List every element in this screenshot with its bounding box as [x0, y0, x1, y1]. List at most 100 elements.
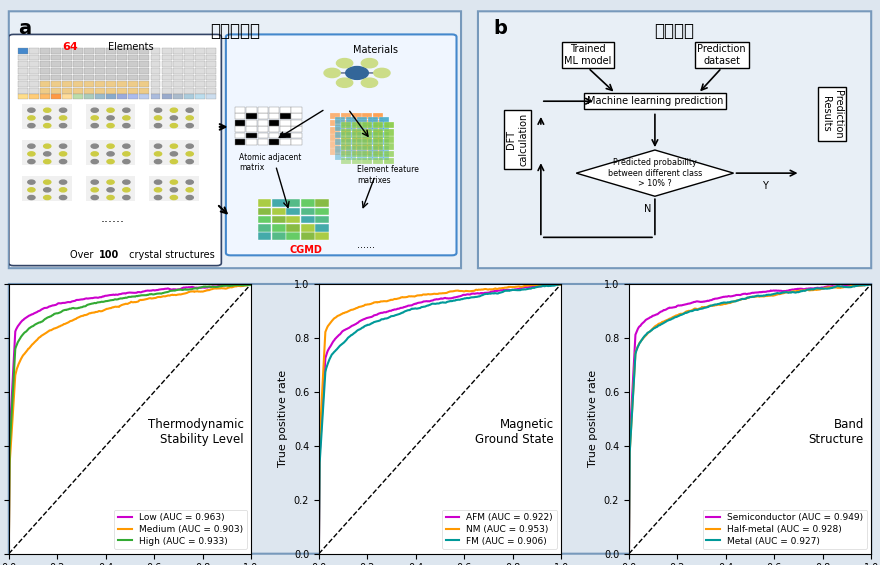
Circle shape	[154, 195, 162, 199]
Bar	[95, 94, 106, 99]
Circle shape	[170, 195, 178, 199]
Bar	[194, 81, 205, 87]
Circle shape	[170, 124, 178, 128]
Bar	[194, 48, 205, 54]
Bar	[363, 112, 372, 119]
Bar	[22, 140, 72, 166]
Bar	[258, 199, 271, 207]
Bar	[368, 124, 378, 131]
Bar	[18, 68, 28, 73]
Bar	[346, 146, 356, 153]
Circle shape	[107, 188, 114, 192]
Bar	[128, 75, 138, 80]
Circle shape	[170, 180, 178, 184]
Bar	[150, 62, 160, 67]
Bar	[51, 68, 61, 73]
Medium (AUC = 0.903)	[4, 461, 15, 468]
Circle shape	[154, 116, 162, 120]
Bar	[341, 134, 351, 141]
AFM (AUC = 0.922)	[556, 281, 567, 288]
Bar	[95, 75, 106, 80]
Bar	[62, 48, 72, 54]
Bar	[51, 48, 61, 54]
Bar	[172, 48, 182, 54]
Bar	[40, 81, 50, 87]
Bar	[378, 153, 389, 160]
Circle shape	[324, 68, 341, 77]
Bar	[335, 117, 345, 124]
Bar	[385, 150, 394, 157]
Bar	[235, 133, 246, 138]
Bar	[341, 129, 351, 136]
Bar	[280, 107, 290, 113]
Medium (AUC = 0.903)	[224, 284, 234, 291]
Metal (AUC = 0.927)	[772, 290, 782, 297]
Text: a: a	[18, 19, 31, 38]
Bar	[29, 48, 39, 54]
Semiconductor (AUC = 0.949)	[624, 550, 634, 557]
Bar	[206, 88, 216, 93]
Bar	[139, 75, 150, 80]
Bar	[51, 81, 61, 87]
Bar	[18, 55, 28, 60]
Bar	[62, 88, 72, 93]
Bar	[258, 216, 271, 224]
Text: b: b	[494, 19, 508, 38]
NM (AUC = 0.953)	[533, 282, 544, 289]
Bar	[85, 140, 136, 166]
Text: 64: 64	[62, 42, 77, 52]
Bar	[139, 81, 150, 87]
Bar	[373, 144, 384, 150]
Bar	[287, 216, 300, 224]
Bar	[246, 107, 257, 113]
Y-axis label: True positive rate: True positive rate	[278, 370, 289, 467]
Circle shape	[186, 159, 194, 164]
Bar	[139, 68, 150, 73]
Line: Half-metal (AUC = 0.928): Half-metal (AUC = 0.928)	[629, 284, 871, 554]
Circle shape	[336, 78, 353, 88]
Bar	[62, 81, 72, 87]
Bar	[363, 144, 372, 150]
Bar	[287, 232, 300, 240]
Bar	[95, 55, 106, 60]
FancyBboxPatch shape	[478, 11, 871, 268]
Bar	[246, 133, 257, 138]
FancyBboxPatch shape	[226, 34, 457, 255]
Bar	[62, 55, 72, 60]
Bar	[206, 55, 216, 60]
Semiconductor (AUC = 0.949)	[843, 282, 854, 289]
Circle shape	[60, 188, 67, 192]
Bar	[341, 150, 351, 157]
Bar	[29, 88, 39, 93]
Bar	[194, 55, 205, 60]
Bar	[106, 55, 116, 60]
Bar	[335, 139, 345, 145]
Bar	[272, 216, 286, 224]
Circle shape	[170, 152, 178, 156]
Half-metal (AUC = 0.928)	[768, 292, 779, 299]
Bar	[246, 120, 257, 125]
Bar	[268, 120, 279, 125]
Bar	[330, 134, 340, 141]
Low (AUC = 0.963)	[4, 435, 15, 442]
Bar	[246, 126, 257, 132]
Medium (AUC = 0.903)	[208, 285, 218, 292]
Bar	[235, 139, 246, 145]
Metal (AUC = 0.927)	[625, 449, 635, 455]
Circle shape	[186, 108, 194, 112]
Bar	[150, 55, 160, 60]
Bar	[341, 158, 351, 164]
Bar	[373, 134, 384, 141]
Circle shape	[92, 180, 99, 184]
Circle shape	[123, 116, 130, 120]
NM (AUC = 0.953)	[314, 435, 325, 442]
Circle shape	[123, 124, 130, 128]
Bar	[341, 120, 351, 127]
Medium (AUC = 0.903)	[246, 281, 256, 288]
Metal (AUC = 0.927)	[767, 291, 778, 298]
Bar	[18, 62, 28, 67]
Semiconductor (AUC = 0.949)	[828, 283, 839, 290]
Bar	[162, 75, 172, 80]
Bar	[29, 55, 39, 60]
Circle shape	[123, 152, 130, 156]
